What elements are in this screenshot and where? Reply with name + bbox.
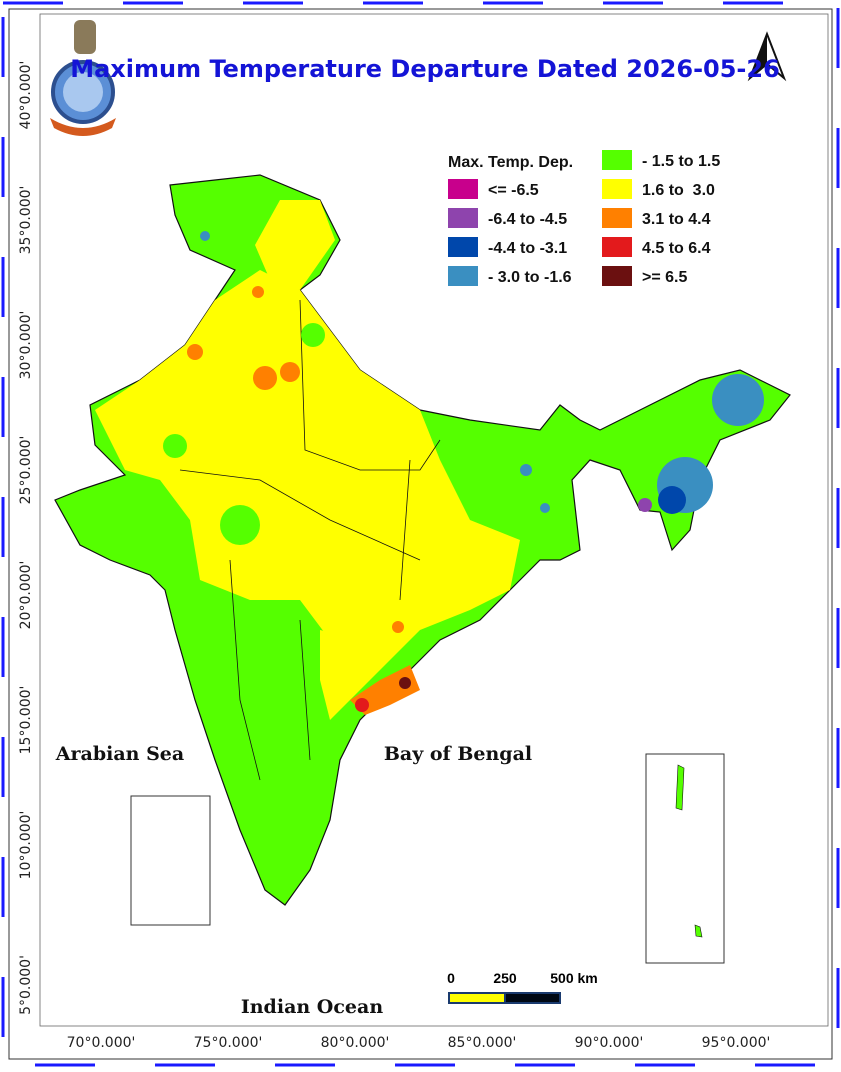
sea-label: Bay of Bengal (384, 743, 532, 765)
north-arrow-half (750, 34, 767, 78)
longitude-label: 70°0.000' (67, 1035, 136, 1051)
legend-swatch (602, 237, 632, 257)
lakshadweep-inset (130, 795, 211, 926)
emblem (50, 20, 116, 136)
scale-label: 0 (447, 970, 455, 986)
sea-label: Indian Ocean (241, 996, 383, 1018)
legend-label: -4.4 to -3.1 (488, 240, 567, 257)
latitude-label: 10°0.000' (18, 811, 34, 880)
coordinates: 40°0.000' 35°0.000' 30°0.000' 25°0.000' 20°0… (18, 61, 770, 1051)
longitude-label: 75°0.000' (194, 1035, 263, 1051)
legend-swatch (602, 266, 632, 286)
legend-label: - 1.5 to 1.5 (642, 153, 720, 170)
legend-label: 1.6 to 3.0 (642, 182, 715, 199)
latitude-label: 25°0.000' (18, 436, 34, 505)
legend-label: 3.1 to 4.4 (642, 211, 711, 228)
scale-label: 500 km (550, 970, 597, 986)
india-map (54, 174, 791, 906)
latitude-label: 40°0.000' (18, 61, 34, 130)
latitude-label: 30°0.000' (18, 311, 34, 380)
latitude-label: 35°0.000' (18, 186, 34, 255)
legend-swatch (448, 179, 478, 199)
islands (675, 764, 703, 938)
legend: <= -6.5 -6.4 to -4.5 -4.4 to -3.1 - 3.0 to … (448, 150, 720, 286)
legend-title: Max. Temp. Dep. (448, 154, 573, 171)
latitude-label: 20°0.000' (18, 561, 34, 630)
title: Maximum Temperature Departure Dated 2026… (70, 55, 780, 83)
longitude-label: 85°0.000' (448, 1035, 517, 1051)
legend-swatch (448, 237, 478, 257)
legend-label: >= 6.5 (642, 269, 687, 286)
andaman-inset (645, 753, 725, 964)
map-frame (39, 13, 829, 1027)
legend-swatch (448, 208, 478, 228)
scale-segment (504, 992, 561, 1004)
latitude-label: 5°0.000' (18, 955, 34, 1015)
legend-label: - 3.0 to -1.6 (488, 269, 572, 286)
legend-swatch (602, 150, 632, 170)
scale-labels: 0 250 500 km (447, 970, 598, 986)
legend-label: <= -6.5 (488, 182, 539, 199)
longitude-label: 95°0.000' (702, 1035, 771, 1051)
legend-swatch (448, 266, 478, 286)
latitude-label: 15°0.000' (18, 686, 34, 755)
legend-swatch (602, 179, 632, 199)
sea-labels: Arabian Sea Bay of Bengal Indian Ocean (55, 743, 532, 1018)
longitude-label: 80°0.000' (321, 1035, 390, 1051)
legend-swatch (602, 208, 632, 228)
longitude-label: 90°0.000' (575, 1035, 644, 1051)
legend-label: -6.4 to -4.5 (488, 211, 567, 228)
legend-label: 4.5 to 6.4 (642, 240, 711, 257)
sea-label: Arabian Sea (55, 743, 184, 765)
scale-label: 250 (493, 970, 517, 986)
inner-frame (8, 8, 833, 1060)
scale-segment (448, 992, 506, 1004)
